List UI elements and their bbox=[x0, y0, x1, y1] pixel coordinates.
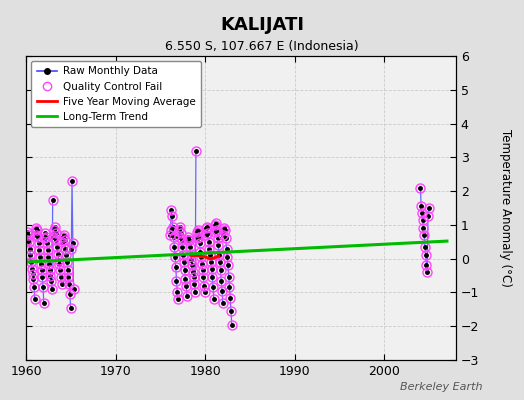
Text: 6.550 S, 107.667 E (Indonesia): 6.550 S, 107.667 E (Indonesia) bbox=[165, 40, 359, 53]
Text: KALIJATI: KALIJATI bbox=[220, 16, 304, 34]
Legend: Raw Monthly Data, Quality Control Fail, Five Year Moving Average, Long-Term Tren: Raw Monthly Data, Quality Control Fail, … bbox=[31, 61, 201, 127]
Text: Berkeley Earth: Berkeley Earth bbox=[400, 382, 482, 392]
Y-axis label: Temperature Anomaly (°C): Temperature Anomaly (°C) bbox=[498, 129, 511, 287]
